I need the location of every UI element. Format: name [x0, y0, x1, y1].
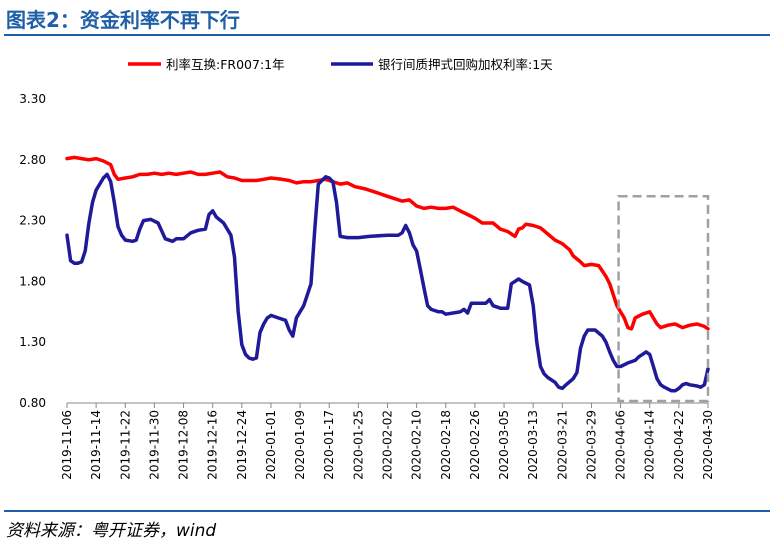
x-tick-label: 2019-11-22 [118, 410, 132, 480]
x-tick-label: 2019-11-06 [60, 410, 74, 480]
x-tick-label: 2020-02-18 [439, 410, 453, 480]
legend: 利率互换:FR007:1年 银行间质押式回购加权利率:1天 [128, 57, 553, 72]
x-axis: 2019-11-06 2019-11-14 2019-11-22 2019-11-30… [60, 402, 715, 480]
x-tick-label: 2020-03-29 [584, 410, 598, 480]
x-tick-label: 2020-01-09 [293, 410, 307, 480]
title-rule [4, 34, 770, 36]
x-tick-label: 2020-04-22 [672, 410, 686, 480]
series-line-repo-1d [65, 172, 710, 393]
x-tick-label: 2019-11-30 [147, 410, 161, 480]
legend-label-repo: 银行间质押式回购加权利率:1天 [378, 57, 553, 72]
x-tick-label: 2019-11-14 [89, 410, 103, 480]
x-tick-label: 2020-01-17 [322, 410, 336, 480]
y-tick-label: 0.80 [19, 396, 46, 410]
y-tick-label: 3.30 [19, 92, 46, 106]
y-tick-label: 2.30 [19, 214, 46, 228]
x-tick-label: 2020-04-30 [701, 410, 715, 480]
x-tick-label: 2019-12-08 [177, 410, 191, 480]
x-tick-label: 2020-02-26 [468, 410, 482, 480]
figure-title: 图表2：资金利率不再下行 [6, 8, 240, 32]
x-tick-label: 2020-01-01 [264, 410, 278, 480]
source-rule [4, 510, 770, 512]
y-tick-label: 2.80 [19, 153, 46, 167]
x-tick-label: 2020-02-10 [410, 410, 424, 480]
highlight-box [617, 195, 710, 403]
y-tick-label: 1.80 [19, 274, 46, 288]
x-tick-label: 2019-12-24 [235, 410, 249, 480]
x-tick-label: 2019-12-16 [206, 410, 220, 480]
x-tick-label: 2020-03-13 [526, 410, 540, 480]
y-axis-ticks: 3.30 2.80 2.30 1.80 1.30 0.80 [19, 92, 46, 410]
x-tick-label: 2020-03-21 [555, 410, 569, 480]
legend-label-swap: 利率互换:FR007:1年 [166, 57, 285, 72]
x-tick-label: 2020-04-14 [643, 410, 657, 480]
x-tick-label: 2020-02-02 [381, 410, 395, 480]
source-note: 资料来源：粤开证券，wind [6, 521, 217, 541]
y-tick-label: 1.30 [19, 335, 46, 349]
series-lines [65, 155, 710, 393]
series-line-swap-fr007 [65, 155, 710, 331]
x-tick-label: 2020-03-05 [497, 410, 511, 480]
x-tick-label: 2020-04-06 [614, 410, 628, 480]
x-tick-label: 2020-01-25 [351, 410, 365, 480]
